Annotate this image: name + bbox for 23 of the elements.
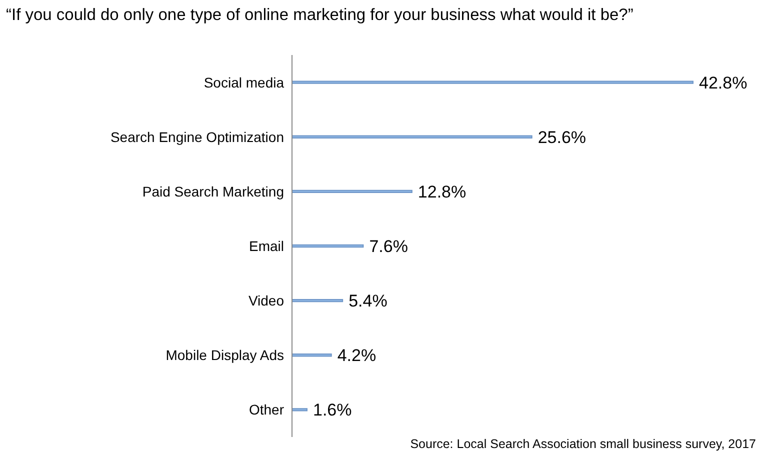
y-tick-label: Email	[248, 238, 284, 254]
y-tick-label: Search Engine Optimization	[110, 128, 284, 145]
data-label: 12.8%	[418, 182, 466, 202]
data-label: 25.6%	[538, 128, 586, 147]
bar	[292, 298, 344, 302]
data-label: 5.4%	[348, 292, 388, 311]
data-label: 4.2%	[337, 346, 376, 366]
bar	[292, 80, 694, 84]
bar	[292, 354, 332, 357]
data-label: 1.6%	[312, 400, 352, 420]
y-tick-label: Social media	[204, 74, 284, 90]
chart-title: “If you could do only one type of online marketing for your business what would it be?”	[6, 6, 634, 25]
y-tick-label: Video	[248, 292, 284, 309]
bar	[292, 244, 364, 248]
y-tick-label: Other	[248, 402, 284, 418]
bar	[292, 408, 308, 412]
bar	[292, 190, 412, 194]
bar	[292, 135, 532, 138]
data-label: 42.8%	[699, 73, 748, 92]
data-label: 7.6%	[369, 237, 408, 256]
y-tick-label: Mobile Display Ads	[166, 347, 284, 364]
annotation: Source: Local Search Association small business survey, 2017	[410, 437, 756, 451]
y-tick-label: Paid Search Marketing	[142, 183, 284, 200]
